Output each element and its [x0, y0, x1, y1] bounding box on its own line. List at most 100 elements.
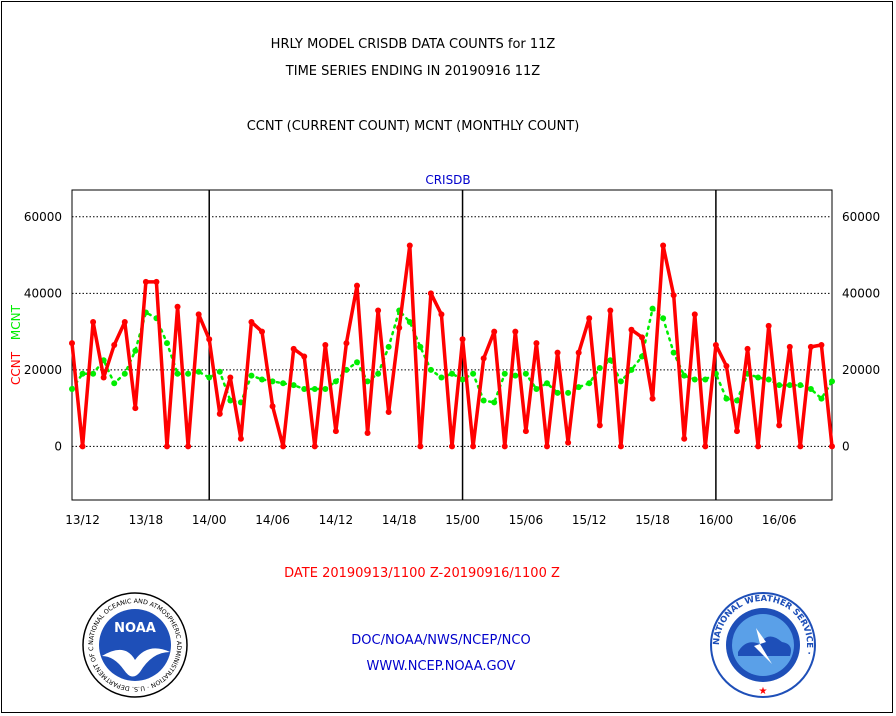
mcnt-point [586, 380, 593, 387]
series-line-mcnt [70, 306, 834, 404]
mcnt-point [301, 386, 308, 393]
ccnt-point [522, 428, 529, 435]
ccnt-point [786, 343, 793, 350]
y-tick-label-left: 60000 [24, 210, 62, 224]
x-tick-label: 14/00 [192, 513, 227, 527]
mcnt-point [480, 397, 487, 404]
ccnt-point [575, 349, 582, 356]
y-tick-label-left: 40000 [24, 286, 62, 300]
series-group [69, 242, 835, 450]
mcnt-point [512, 372, 519, 379]
ccnt-point [807, 343, 814, 350]
ccnt-point [174, 303, 181, 310]
chart-title-line2: TIME SERIES ENDING IN 20190916 11Z [285, 64, 541, 79]
ccnt-point [216, 410, 223, 417]
ccnt-point [164, 443, 170, 450]
ccnt-point [744, 345, 751, 352]
x-tick-label: 14/18 [382, 513, 417, 527]
mcnt-point [375, 370, 382, 377]
mcnt-point [818, 395, 825, 402]
mcnt-point [449, 370, 455, 377]
ccnt-point [311, 443, 318, 450]
ccnt-point [332, 428, 339, 435]
y-tick-label-right: 0 [842, 439, 850, 453]
ccnt-point [712, 342, 719, 348]
ccnt-point [90, 319, 97, 326]
ccnt-point [195, 311, 202, 318]
ccnt-point [438, 311, 445, 318]
mcnt-point [459, 376, 466, 383]
mcnt-point [332, 378, 339, 385]
ccnt-point [364, 430, 371, 437]
ccnt-point [396, 324, 403, 331]
ccnt-point [639, 334, 645, 341]
mcnt-point [617, 378, 624, 385]
ccnt-point [565, 439, 572, 446]
x-tick-label: 15/06 [509, 513, 544, 527]
ccnt-point [596, 422, 603, 429]
ccnt-point [121, 319, 128, 326]
chart-title-line1: HRLY MODEL CRISDB DATA COUNTS for 11Z [270, 37, 556, 52]
ccnt-point [111, 342, 118, 348]
ccnt-point [723, 363, 730, 370]
mcnt-point [280, 380, 287, 387]
ccnt-point [290, 345, 297, 352]
mcnt-point [269, 378, 276, 385]
mcnt-point [185, 370, 192, 377]
chart-subtitle: CCNT (CURRENT COUNT) MCNT (MONTHLY COUNT… [246, 119, 580, 134]
svg-text:CCNT MCNT: CCNT MCNT [9, 304, 23, 385]
mcnt-point [755, 374, 762, 381]
mcnt-point [248, 372, 255, 379]
ccnt-point [776, 422, 783, 429]
ccnt-point [269, 403, 276, 410]
mcnt-point [491, 399, 498, 406]
mcnt-point [427, 366, 434, 373]
mcnt-point [575, 384, 582, 391]
mcnt-point [206, 374, 213, 381]
mcnt-point [554, 389, 561, 396]
y-tick-label-left: 0 [54, 439, 62, 453]
x-tick-label: 15/00 [445, 513, 480, 527]
mcnt-point [259, 376, 265, 383]
mcnt-point [501, 370, 508, 377]
y-label-ccnt: CCNT [9, 351, 23, 385]
ccnt-point [248, 319, 255, 326]
ccnt-point [681, 435, 688, 442]
ccnt-point [343, 340, 350, 347]
mcnt-point [776, 382, 783, 389]
ccnt-point [544, 443, 550, 450]
mcnt-point [533, 386, 540, 393]
noaa-logo-text: NOAA [114, 621, 156, 636]
ccnt-point [237, 435, 244, 442]
ccnt-point [259, 328, 265, 335]
y-label-mcnt: MCNT [9, 304, 23, 340]
ccnt-point [132, 405, 139, 412]
mcnt-point [121, 370, 128, 377]
ccnt-point [491, 328, 498, 335]
mcnt-point [69, 386, 75, 393]
mcnt-point [164, 340, 170, 347]
ccnt-point [417, 443, 424, 450]
ccnt-point [829, 443, 835, 450]
ccnt-point [660, 242, 667, 249]
mcnt-point [322, 386, 329, 393]
mcnt-point [628, 366, 635, 373]
ccnt-point [649, 395, 656, 402]
mcnt-point [111, 380, 118, 387]
ccnt-point [617, 443, 624, 450]
ccnt-point [375, 307, 382, 314]
ccnt-point [702, 443, 709, 450]
y-tick-label-right: 60000 [842, 210, 880, 224]
ccnt-point [322, 342, 329, 348]
ccnt-point [501, 443, 508, 450]
mcnt-point [723, 395, 730, 402]
mcnt-point [691, 376, 698, 383]
ccnt-point [206, 336, 213, 343]
ccnt-point [734, 428, 740, 435]
ccnt-point [459, 336, 466, 343]
x-tick-label: 13/18 [129, 513, 164, 527]
mcnt-point [797, 382, 804, 389]
org-url: WWW.NCEP.NOAA.GOV [366, 659, 516, 674]
ccnt-point [449, 443, 455, 450]
